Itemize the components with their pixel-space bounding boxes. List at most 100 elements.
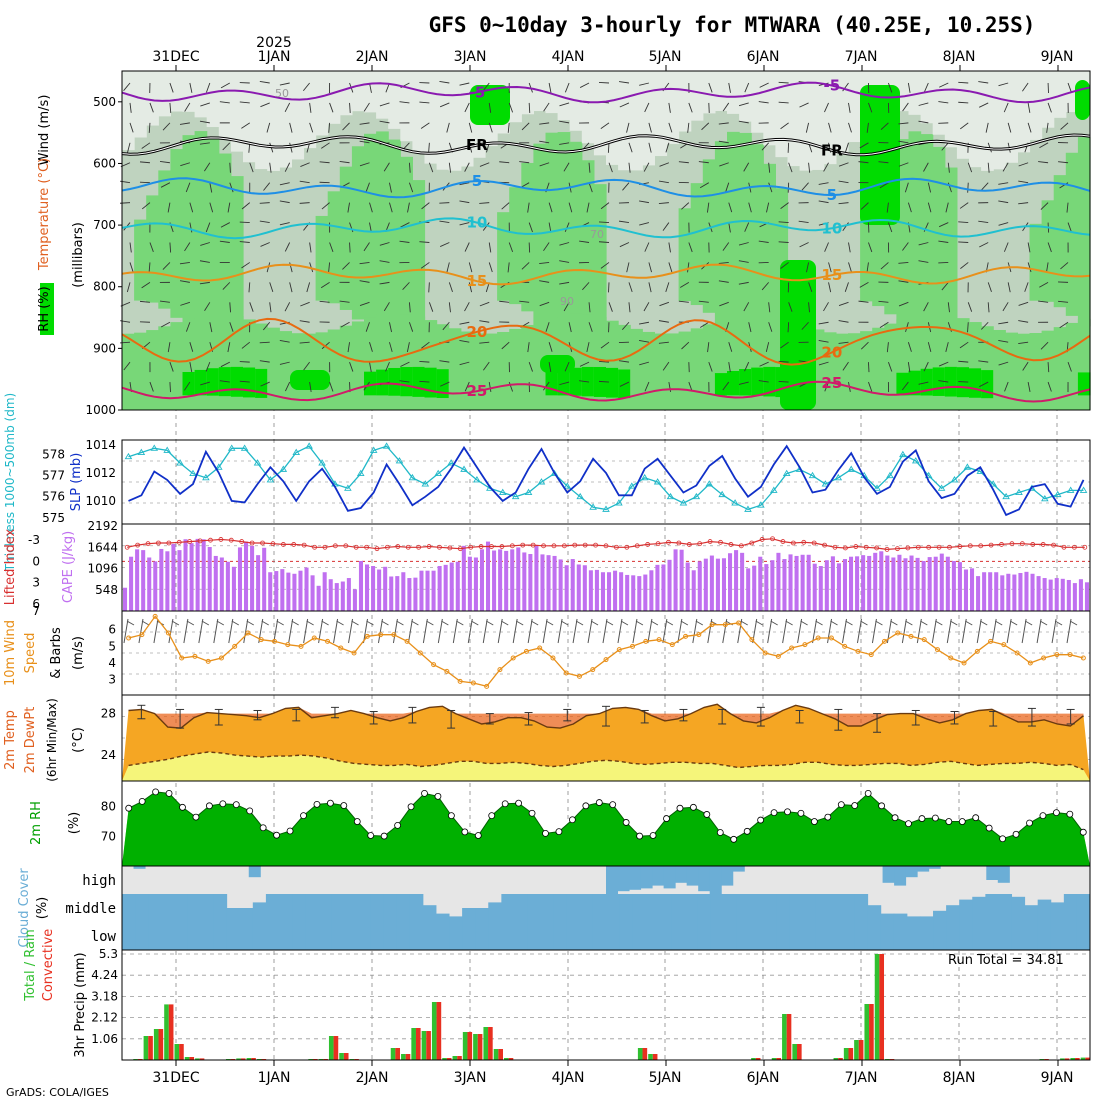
- rh-low-cell: [654, 333, 668, 410]
- wind-speed-point: [921, 637, 927, 643]
- upper-wind-barb: [419, 380, 430, 383]
- surface-wind-barb: [991, 618, 997, 644]
- cape-bar: [437, 566, 442, 611]
- precip-conv-bar: [755, 1058, 761, 1060]
- cloud-cell-low: [488, 922, 502, 950]
- cloud-cell-middle: [776, 894, 790, 922]
- upper-wind-barb: [1002, 162, 1009, 172]
- cloud-cell-middle: [1076, 894, 1091, 922]
- lifted-index-point: [738, 543, 744, 549]
- upper-wind-barb: [823, 302, 829, 312]
- precip-conv-bar: [467, 1032, 473, 1060]
- upper-wind-barb: [399, 380, 410, 383]
- upper-wind-barb: [542, 381, 550, 391]
- upper-wind-barb: [1018, 180, 1029, 184]
- run-total-label: Run Total = 34.81: [948, 953, 1064, 968]
- upper-wind-barb: [269, 302, 272, 313]
- rh2m-point: [810, 818, 818, 825]
- upper-wind-barb: [279, 182, 290, 186]
- cape-bar: [286, 572, 291, 611]
- cloud-cell-low: [226, 922, 241, 950]
- cloud-cell-low: [370, 922, 385, 950]
- upper-wind-barb: [1047, 102, 1052, 113]
- thickness-point: [911, 457, 920, 464]
- surface-wind-barb: [901, 618, 907, 644]
- surface-wind-barb-flag: [635, 620, 644, 626]
- upper-wind-barb: [668, 381, 672, 392]
- upper-wind-barb: [309, 381, 312, 393]
- wind-speed-point: [258, 637, 264, 643]
- cape-bar: [976, 576, 981, 611]
- upper-wind-barb: [998, 82, 1009, 87]
- upper-wind-barb: [958, 360, 969, 363]
- cloud-cell-low: [213, 922, 228, 950]
- upper-wind-barb: [179, 122, 190, 125]
- rh2m-point: [837, 801, 845, 809]
- upper-wind-barb: [722, 242, 730, 251]
- cloud-cell-high: [133, 866, 146, 869]
- precip-total-bar: [792, 1044, 797, 1060]
- surface-wind-barb: [168, 618, 174, 644]
- upper-wind-barb: [365, 322, 370, 332]
- rh2m-point: [676, 804, 684, 812]
- cape-bar: [498, 549, 503, 611]
- cloud-cell-low: [1063, 922, 1078, 950]
- cape-bar: [879, 551, 884, 611]
- upper-wind-barb: [648, 282, 652, 293]
- rh-high-cell: [908, 370, 922, 396]
- upper-wind-barb: [284, 302, 291, 312]
- rh-mid-cell: [727, 131, 740, 334]
- cape-bar: [1054, 578, 1059, 611]
- upper-wind-barb: [848, 262, 852, 273]
- surface-wind-barb-flag: [695, 620, 704, 626]
- cape-bar: [510, 549, 515, 611]
- thickness-point: [202, 473, 210, 481]
- upper-wind-barb: [987, 282, 992, 292]
- upper-wind-barb: [938, 222, 949, 228]
- upper-wind-barb: [1058, 161, 1069, 164]
- wind-speed-point: [709, 622, 715, 628]
- rh-low-cell: [509, 328, 522, 410]
- lifted-index-point: [645, 542, 651, 547]
- upper-wind-barb: [808, 302, 810, 313]
- cape-bar: [237, 547, 242, 611]
- upper-wind-barb: [439, 81, 450, 84]
- lifted-index-point: [759, 537, 765, 542]
- upper-wind-barb: [329, 102, 334, 113]
- upper-wind-barb: [938, 361, 949, 367]
- rh-low-cell: [351, 321, 365, 410]
- rh-low-cell: [146, 330, 159, 410]
- upper-wind-barb: [598, 360, 610, 363]
- upper-wind-barb: [688, 242, 693, 253]
- surface-wind-barb: [138, 618, 144, 644]
- surface-wind-barb: [1051, 618, 1057, 644]
- cape-bar: [213, 555, 218, 611]
- cloud-cell-middle: [501, 894, 515, 922]
- upper-wind-barb: [967, 302, 973, 312]
- upper-wind-barb: [501, 341, 510, 350]
- upper-wind-barb: [299, 341, 310, 344]
- rh2m-point: [609, 801, 617, 809]
- upper-wind-barb: [878, 300, 889, 303]
- lifted-index-point: [218, 537, 224, 542]
- cape-bar: [625, 574, 630, 611]
- upper-wind-barb: [586, 202, 590, 213]
- upper-wind-barb: [947, 162, 950, 173]
- wind-speed-point: [935, 647, 941, 653]
- cloud-cell-high: [606, 866, 619, 894]
- rh-pale-cell: [243, 71, 256, 163]
- upper-wind-barb: [499, 300, 510, 303]
- rh2m-point: [582, 802, 590, 810]
- lifted-index-point: [489, 544, 494, 549]
- wind-speed-point: [683, 633, 689, 639]
- upper-wind-barb: [419, 361, 430, 363]
- cloud-cell-high: [248, 866, 261, 878]
- upper-wind-barb: [887, 82, 893, 93]
- upper-wind-barb: [241, 122, 250, 129]
- cape-bar: [1072, 583, 1077, 611]
- cloud-cell-low: [867, 922, 882, 950]
- upper-wind-barb: [844, 142, 849, 153]
- cape-bar: [455, 561, 460, 611]
- surface-wind-barb: [467, 618, 473, 644]
- upper-wind-barb: [608, 302, 613, 312]
